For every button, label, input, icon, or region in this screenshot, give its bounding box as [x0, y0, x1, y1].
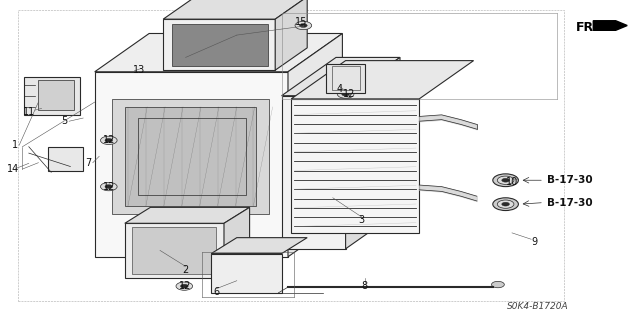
Circle shape — [493, 198, 518, 211]
Text: 7: 7 — [85, 158, 92, 168]
Polygon shape — [95, 72, 288, 257]
Polygon shape — [163, 19, 275, 70]
Circle shape — [100, 136, 117, 145]
Text: B-17-30: B-17-30 — [547, 175, 593, 185]
Circle shape — [502, 178, 509, 182]
Circle shape — [180, 284, 188, 288]
Polygon shape — [275, 0, 307, 70]
Polygon shape — [125, 207, 250, 223]
Text: FR.: FR. — [576, 21, 599, 33]
Polygon shape — [224, 207, 250, 278]
Polygon shape — [288, 33, 342, 257]
Text: 12: 12 — [179, 280, 192, 291]
Polygon shape — [163, 0, 307, 19]
Circle shape — [499, 177, 512, 183]
Circle shape — [337, 90, 354, 98]
Text: 12: 12 — [102, 182, 115, 192]
Text: 14: 14 — [6, 164, 19, 174]
FancyArrow shape — [593, 21, 627, 30]
Text: 2: 2 — [182, 264, 189, 275]
Text: S0K4-B1720A: S0K4-B1720A — [507, 302, 568, 311]
Circle shape — [492, 281, 504, 288]
Polygon shape — [24, 77, 80, 115]
Polygon shape — [38, 80, 74, 110]
Circle shape — [499, 201, 512, 207]
Polygon shape — [172, 24, 268, 66]
Text: 11: 11 — [22, 107, 35, 117]
Text: 12: 12 — [102, 135, 115, 145]
Circle shape — [493, 174, 518, 187]
Circle shape — [176, 282, 193, 290]
Polygon shape — [132, 227, 216, 274]
Polygon shape — [95, 33, 342, 72]
Circle shape — [497, 200, 514, 208]
Polygon shape — [211, 254, 282, 293]
Circle shape — [100, 182, 117, 191]
Text: 15: 15 — [294, 17, 307, 27]
Polygon shape — [211, 238, 307, 254]
Circle shape — [105, 185, 113, 189]
Polygon shape — [291, 99, 419, 233]
Polygon shape — [112, 99, 269, 214]
Polygon shape — [125, 107, 256, 206]
Polygon shape — [326, 64, 365, 93]
Circle shape — [342, 92, 349, 96]
Text: 3: 3 — [358, 215, 365, 225]
Polygon shape — [346, 57, 400, 249]
Polygon shape — [125, 223, 224, 278]
Text: 10: 10 — [506, 177, 518, 187]
Circle shape — [105, 138, 113, 142]
Text: B-17-30: B-17-30 — [547, 197, 593, 208]
Text: 5: 5 — [61, 116, 67, 126]
Circle shape — [497, 176, 514, 184]
Text: 4: 4 — [336, 84, 342, 94]
Text: 1: 1 — [12, 140, 18, 150]
Polygon shape — [48, 147, 83, 171]
Circle shape — [300, 24, 307, 27]
Circle shape — [295, 21, 312, 30]
Polygon shape — [291, 61, 474, 99]
Text: 13: 13 — [133, 65, 146, 75]
Text: 8: 8 — [362, 280, 368, 291]
Text: 12: 12 — [342, 89, 355, 99]
Polygon shape — [282, 96, 346, 249]
Text: 9: 9 — [531, 237, 538, 248]
Circle shape — [502, 202, 509, 206]
Text: 6: 6 — [213, 287, 220, 297]
Polygon shape — [282, 57, 400, 96]
